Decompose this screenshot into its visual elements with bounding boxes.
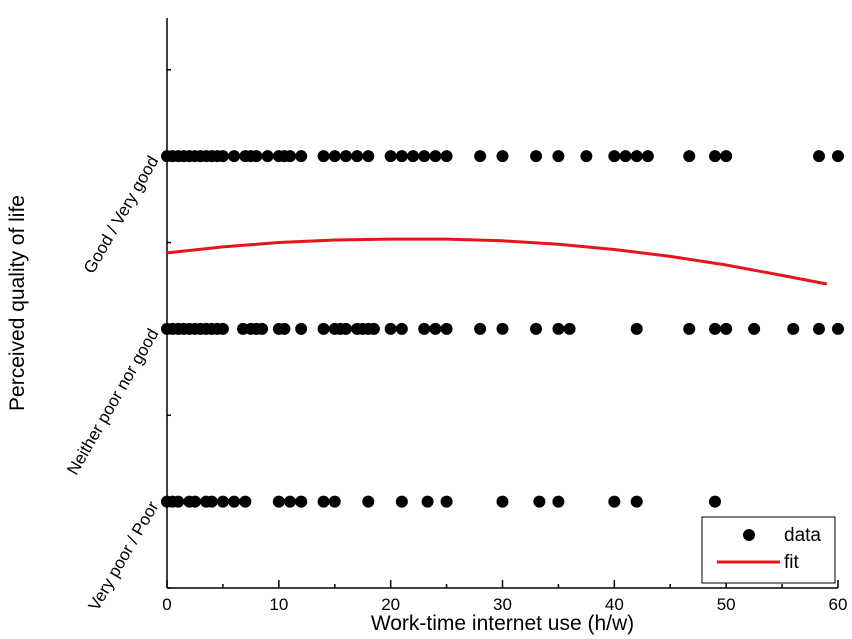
data-point: [188, 495, 201, 508]
data-point: [278, 322, 291, 335]
data-point: [216, 495, 229, 508]
fit-line: [166, 237, 828, 286]
data-point: [418, 322, 431, 335]
data-point: [608, 495, 621, 508]
data-point: [720, 322, 733, 335]
data-point: [339, 150, 352, 163]
data-point: [533, 495, 546, 508]
y-category-label: Good / Very good: [80, 153, 163, 277]
data-point: [708, 495, 721, 508]
data-point: [284, 495, 297, 508]
y-category-label: Neither poor nor good: [63, 325, 162, 478]
data-point: [641, 150, 654, 163]
data-point: [552, 495, 565, 508]
data-point: [787, 322, 800, 335]
data-point: [630, 150, 643, 163]
legend-label: data: [784, 525, 821, 546]
x-tick-label: 30: [493, 595, 512, 614]
data-point: [418, 150, 431, 163]
data-point: [440, 495, 453, 508]
data-point: [708, 322, 721, 335]
y-axis-title: Perceived quality of life: [6, 195, 29, 411]
data-point: [683, 322, 696, 335]
data-point: [328, 495, 341, 508]
data-point: [295, 322, 308, 335]
data-point: [496, 322, 509, 335]
legend-label: fit: [784, 552, 800, 573]
data-point: [367, 322, 380, 335]
data-point: [284, 150, 297, 163]
legend-marker-data: [743, 529, 755, 541]
data-point: [228, 150, 241, 163]
data-point: [216, 150, 229, 163]
data-point: [630, 495, 643, 508]
data-point: [216, 322, 229, 335]
data-point: [608, 150, 621, 163]
data-point: [530, 322, 543, 335]
x-tick-label: 40: [605, 595, 624, 614]
data-point: [295, 150, 308, 163]
x-tick-label: 20: [381, 595, 400, 614]
data-point: [812, 150, 825, 163]
data-point: [339, 322, 352, 335]
data-point: [362, 150, 375, 163]
x-axis-title: Work-time internet use (h/w): [371, 612, 634, 635]
data-point: [272, 495, 285, 508]
data-point: [429, 150, 442, 163]
data-point: [395, 322, 408, 335]
data-point: [384, 150, 397, 163]
data-point: [619, 150, 632, 163]
data-point: [580, 150, 593, 163]
data-point: [395, 495, 408, 508]
data-point: [328, 150, 341, 163]
legend-box: [701, 516, 836, 584]
data-point: [172, 495, 185, 508]
data-point: [205, 495, 218, 508]
data-point: [720, 150, 733, 163]
data-point: [708, 150, 721, 163]
data-point: [239, 495, 252, 508]
data-point: [812, 322, 825, 335]
data-point: [407, 150, 420, 163]
data-point: [530, 150, 543, 163]
data-point: [250, 150, 263, 163]
data-point: [261, 150, 274, 163]
data-point: [832, 150, 844, 163]
data-point: [317, 150, 330, 163]
data-point: [395, 150, 408, 163]
data-point: [295, 495, 308, 508]
data-point: [474, 150, 487, 163]
data-point: [832, 322, 844, 335]
x-tick-label: 50: [717, 595, 736, 614]
data-point: [256, 322, 269, 335]
data-point: [563, 322, 576, 335]
data-point: [683, 150, 696, 163]
x-tick-label: 60: [829, 595, 848, 614]
data-point: [228, 495, 241, 508]
y-category-label: Very poor / Poor: [85, 498, 163, 614]
data-point: [317, 322, 330, 335]
x-tick-label: 10: [269, 595, 288, 614]
data-point: [748, 322, 761, 335]
data-point: [421, 495, 434, 508]
data-point: [552, 322, 565, 335]
data-point: [362, 495, 375, 508]
data-point: [496, 150, 509, 163]
data-point: [496, 495, 509, 508]
data-point: [429, 322, 442, 335]
data-point: [384, 322, 397, 335]
data-point: [317, 495, 330, 508]
legend: data fit: [701, 516, 836, 584]
plot-area: [161, 150, 844, 508]
data-point: [630, 322, 643, 335]
data-point: [351, 150, 364, 163]
data-point: [440, 150, 453, 163]
data-point: [440, 322, 453, 335]
axis-labels: Work-time internet use (h/w) Perceived q…: [6, 195, 634, 635]
data-point: [552, 150, 565, 163]
x-tick-label: 0: [162, 595, 171, 614]
data-point: [474, 322, 487, 335]
